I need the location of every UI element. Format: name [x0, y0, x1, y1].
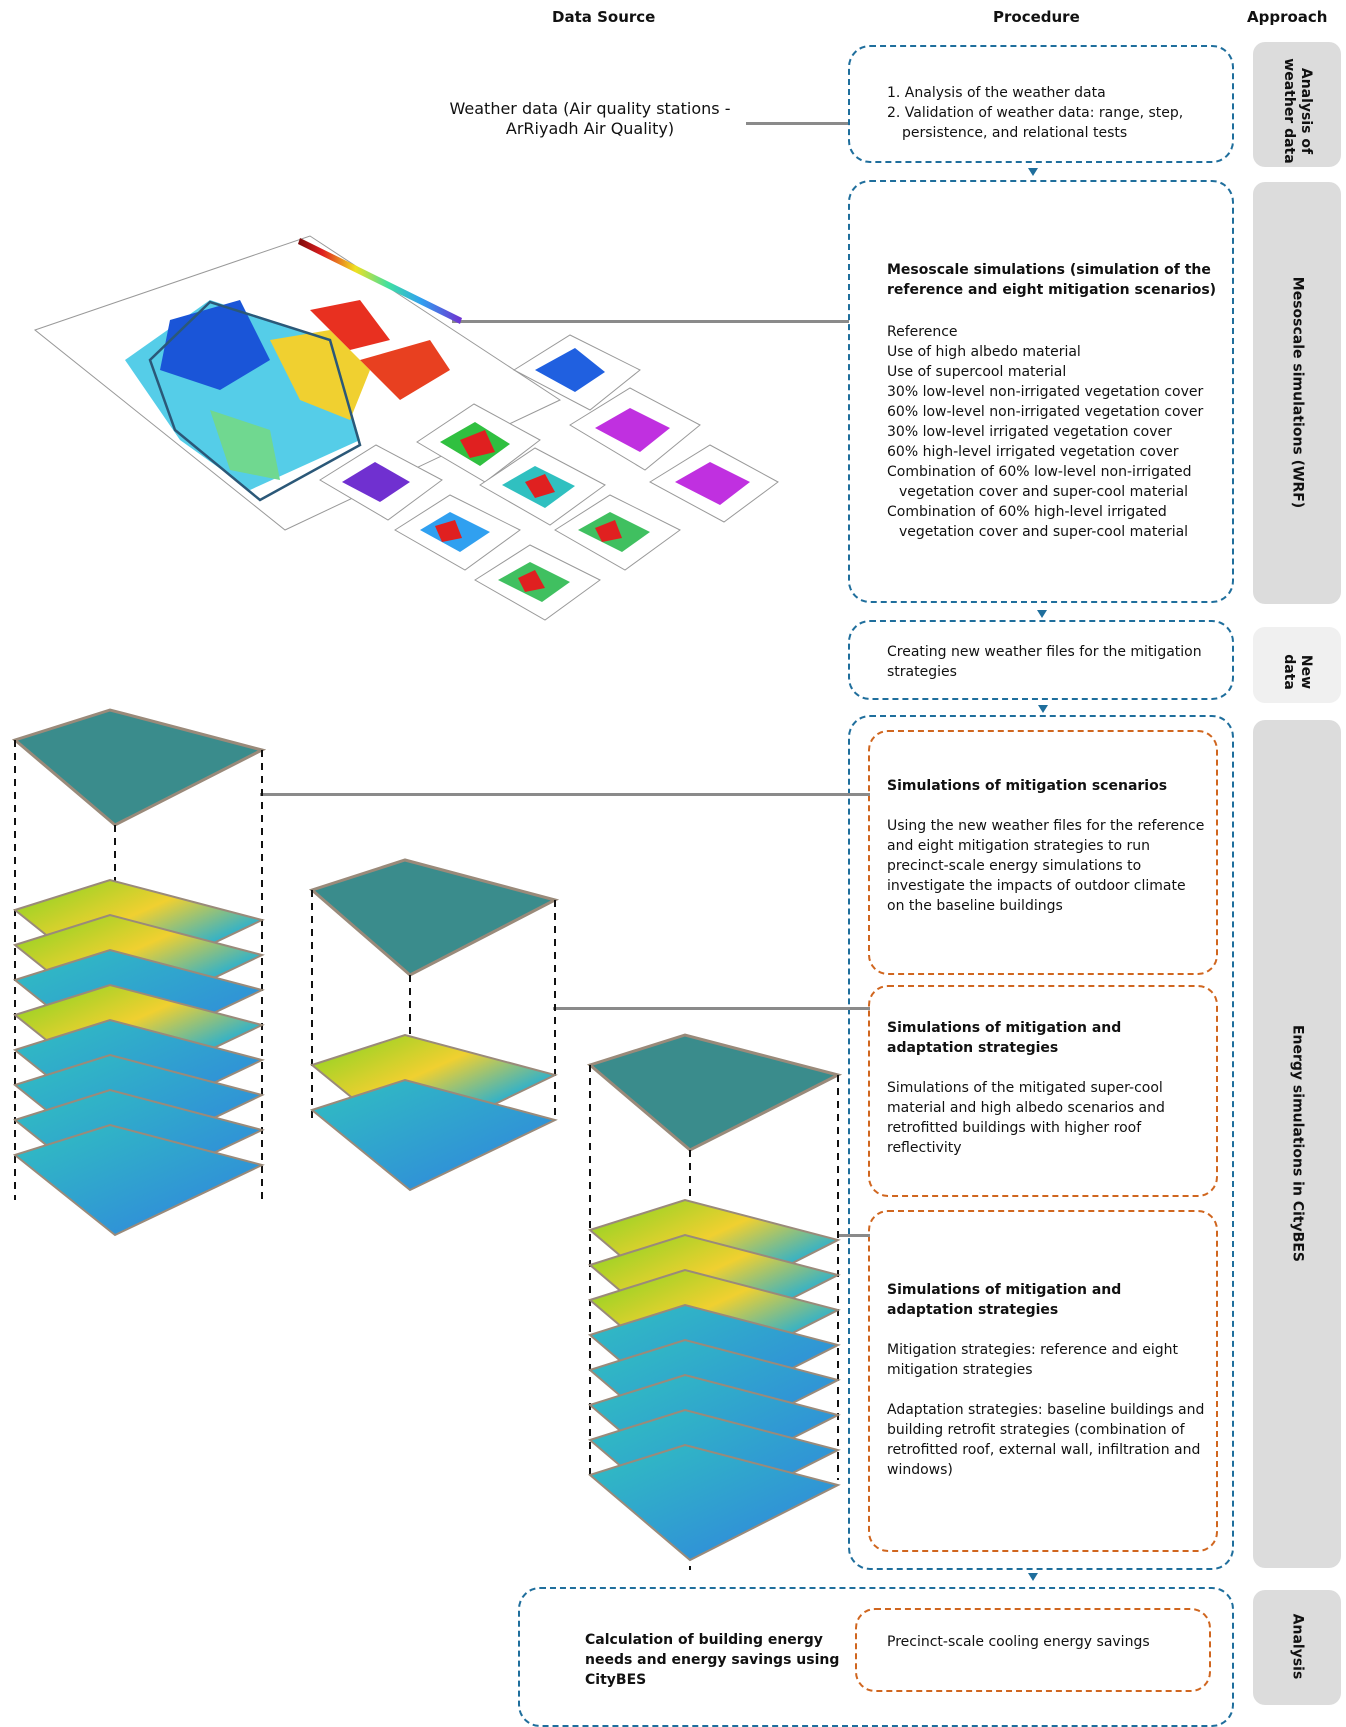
new-weather-text: Creating new weather files for the mitig… — [887, 644, 1202, 680]
mesoscale-title: Mesoscale simulations (simulation of the… — [887, 262, 1217, 298]
stack-3 — [586, 1033, 843, 1570]
mesoscale-text: Mesoscale simulations (simulation of the… — [887, 260, 1227, 542]
weather-analysis-text: 1. Analysis of the weather data 2. Valid… — [887, 85, 1184, 141]
approach-mesoscale: Mesoscale simulations (WRF) — [1253, 182, 1341, 604]
arrow-1 — [1028, 168, 1038, 176]
arrow-4 — [1028, 1573, 1038, 1581]
connector-4a — [260, 793, 870, 796]
cooling-savings-text: Precinct-scale cooling energy savings — [887, 1634, 1150, 1650]
approach-analysis-weather: Analysis of weather data — [1253, 42, 1341, 167]
header-approach: Approach — [1247, 8, 1328, 26]
box-new-weather — [848, 620, 1234, 700]
box-mitigation-scenarios — [868, 730, 1218, 975]
connector-weather — [746, 122, 850, 125]
stack-1 — [11, 708, 267, 1240]
connector-4b — [553, 1007, 870, 1010]
box-cooling-savings — [855, 1608, 1211, 1692]
box-energy-sim — [848, 715, 1234, 1570]
connector-mesoscale — [452, 320, 849, 323]
arrow-2 — [1037, 610, 1047, 618]
analysis-left-text: Calculation of building energy needs and… — [585, 1632, 840, 1688]
weather-source-text: Weather data (Air quality stations - ArR… — [449, 99, 731, 138]
header-data-source: Data Source — [552, 8, 656, 26]
mesoscale-maps-illustration — [33, 235, 779, 621]
connector-4c — [838, 1234, 870, 1237]
small-map-fills — [342, 348, 750, 602]
approach-new-data: New data — [1253, 627, 1341, 703]
approach-energy-sim: Energy simulations in CityBES — [1253, 720, 1341, 1568]
box-mesoscale — [848, 180, 1234, 603]
arrow-3 — [1038, 705, 1048, 713]
mitigation-adaptation-1-text: Simulations of mitigation and adaptation… — [887, 1020, 1165, 1156]
main-map — [33, 235, 562, 531]
box-mitigation-adaptation-1 — [868, 985, 1218, 1197]
header-procedure: Procedure — [993, 8, 1080, 26]
box-mitigation-adaptation-2 — [868, 1210, 1218, 1552]
mitigation-scenarios-text: Simulations of mitigation scenarios Usin… — [887, 778, 1205, 914]
approach-analysis: Analysis — [1253, 1590, 1341, 1705]
building-stacks-illustration — [11, 708, 843, 1570]
box-weather-analysis — [848, 45, 1234, 163]
mitigation-adaptation-2-text: Simulations of mitigation and adaptation… — [887, 1282, 1205, 1478]
stack-2 — [309, 858, 560, 1192]
